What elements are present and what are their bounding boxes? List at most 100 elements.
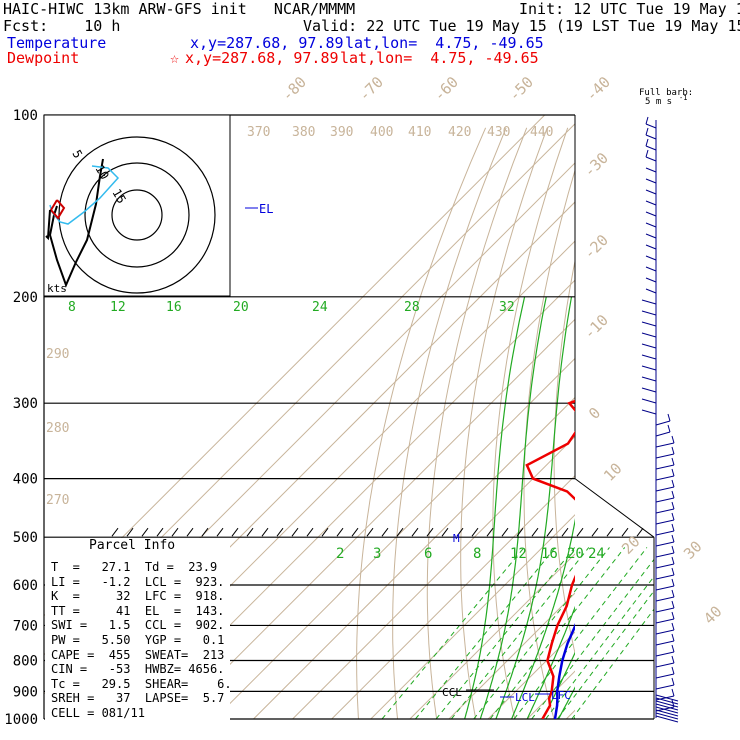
mixing-ratio-line bbox=[381, 547, 525, 719]
isobar-tick bbox=[516, 527, 524, 537]
wind-barb-flag bbox=[671, 545, 675, 554]
parcel-info-row: SWI = 1.5 CCL = 902. bbox=[51, 618, 225, 633]
wind-barb bbox=[655, 662, 675, 668]
isotherm-top-label: -80 bbox=[278, 73, 310, 105]
isobar-tick bbox=[426, 527, 434, 537]
wind-barb bbox=[641, 365, 657, 371]
parcel-info-row: CIN = -53 HWBZ= 4656. bbox=[51, 662, 225, 677]
wind-barb bbox=[655, 563, 675, 569]
moist-adiabat-label: 32 bbox=[499, 300, 515, 315]
moist-adiabat-label: 16 bbox=[166, 300, 182, 315]
mixing-ratio-label: 20 bbox=[567, 546, 584, 562]
wind-barb bbox=[655, 530, 675, 536]
hodograph-ring bbox=[84, 162, 190, 268]
forecast-hour: Fcst: 10 h bbox=[3, 17, 121, 35]
wind-barb-flag bbox=[671, 677, 675, 686]
dewpoint-legend-latlon: lat,lon= 4.75, -49.65 bbox=[340, 49, 539, 67]
pressure-tick-label: 900 bbox=[13, 684, 38, 700]
mixing-ratio-line bbox=[415, 547, 556, 719]
wind-barb bbox=[645, 178, 657, 184]
isotherm-right-label: -10 bbox=[580, 311, 612, 343]
parcel-info-rows: T = 27.1 Td = 23.9 LI = -1.2 LCL = 923. K … bbox=[51, 560, 232, 721]
theta-label: 400 bbox=[370, 125, 393, 140]
dewpoint-profile bbox=[525, 399, 575, 719]
moist-adiabat-line bbox=[542, 651, 575, 719]
wind-barb-flag bbox=[671, 479, 675, 488]
wind-barb-flag bbox=[667, 424, 671, 433]
isotherm-right-label: -20 bbox=[580, 231, 612, 263]
mixing-ratio-label: 6 bbox=[424, 546, 432, 562]
isobar-tick bbox=[261, 527, 269, 537]
dry-adiabat-line bbox=[553, 258, 575, 656]
wind-barb-flag bbox=[671, 622, 675, 631]
isobar-tick bbox=[561, 527, 569, 537]
wind-barb bbox=[655, 585, 675, 591]
hodograph-trace-lower bbox=[49, 199, 66, 220]
isobar-tick bbox=[231, 527, 239, 537]
temperature-legend-label: Temperature bbox=[7, 34, 107, 52]
pressure-tick-label: 100 bbox=[13, 108, 38, 124]
wind-barb-low bbox=[655, 697, 679, 705]
hodograph-frame bbox=[43, 114, 231, 297]
parcel-info-title: Parcel Info bbox=[89, 538, 176, 553]
isobar-tick bbox=[111, 527, 119, 537]
wind-barb bbox=[645, 189, 657, 195]
parcel-info-row: K = 32 LFC = 918. bbox=[51, 589, 225, 604]
wind-barb-flag bbox=[671, 556, 675, 565]
isobar-tick bbox=[276, 527, 284, 537]
isotherm-line bbox=[645, 115, 740, 719]
hodograph-units: kts bbox=[47, 282, 67, 295]
lcl-marker-label: LCL bbox=[515, 691, 535, 704]
parcel-info-row: CELL = 081/11 bbox=[51, 705, 145, 720]
isobar-tick bbox=[291, 527, 299, 537]
mixing-ratio-label: 16 bbox=[541, 546, 558, 562]
hodograph-ring bbox=[111, 189, 163, 241]
pressure-tick-label: 200 bbox=[13, 290, 38, 306]
lfc-marker-label: LFC bbox=[551, 689, 571, 702]
wind-barb-flag bbox=[671, 512, 675, 521]
isobar-tick bbox=[321, 527, 329, 537]
wind-barb-flag bbox=[645, 138, 649, 147]
model-title: HAIC-HIWC 13km ARW-GFS init NCAR/MMMM bbox=[3, 0, 356, 18]
mixing-ratio-label: 3 bbox=[373, 546, 381, 562]
isobar-tick bbox=[246, 527, 254, 537]
wind-barb bbox=[655, 453, 675, 459]
wind-barb-flag bbox=[671, 578, 675, 587]
isotherm-line bbox=[605, 115, 740, 719]
isobar-tick bbox=[186, 527, 194, 537]
isotherm-right-label: 30 bbox=[680, 537, 706, 563]
wind-barb bbox=[655, 640, 675, 646]
parcel-info-row: Tc = 29.5 SHEAR= 6. bbox=[51, 676, 232, 691]
wind-barb bbox=[655, 629, 675, 635]
wind-barb bbox=[645, 134, 657, 140]
dry-adiabat-line bbox=[666, 128, 740, 732]
wind-barb bbox=[645, 211, 657, 217]
isotherm-right-label: 20 bbox=[618, 532, 644, 558]
moist-adiabat-lines bbox=[464, 296, 575, 719]
wind-barb-flag bbox=[671, 501, 675, 510]
wind-barb bbox=[645, 233, 657, 239]
wind-barb bbox=[641, 332, 657, 338]
mixing-ratio-label: 2 bbox=[336, 546, 344, 562]
wind-barb-flag bbox=[645, 116, 649, 125]
isotherm-right-label: -30 bbox=[580, 149, 612, 181]
wind-barb bbox=[641, 299, 657, 305]
isotherm-line bbox=[409, 553, 575, 719]
wind-barb-flag bbox=[671, 490, 675, 499]
isobar-tick bbox=[486, 527, 494, 537]
dry-adiabat-line bbox=[460, 127, 548, 719]
wind-barb-flag bbox=[671, 567, 675, 576]
wind-barb bbox=[655, 497, 675, 503]
wind-barb bbox=[655, 684, 675, 690]
theta-left-label: 290 bbox=[46, 347, 69, 362]
wind-barb-flag bbox=[645, 149, 649, 158]
isobar-tick bbox=[456, 527, 464, 537]
m-marker-label: M bbox=[453, 532, 460, 545]
dry-adiabat-line bbox=[426, 127, 528, 719]
isotherm-line bbox=[253, 396, 575, 719]
init-time: Init: 12 UTC Tue 19 May 15 bbox=[519, 0, 740, 18]
isobar-tick bbox=[591, 527, 599, 537]
moist-adiabat-label: 28 bbox=[404, 300, 420, 315]
wind-barb bbox=[641, 354, 657, 360]
moist-adiabat-line bbox=[557, 686, 575, 719]
